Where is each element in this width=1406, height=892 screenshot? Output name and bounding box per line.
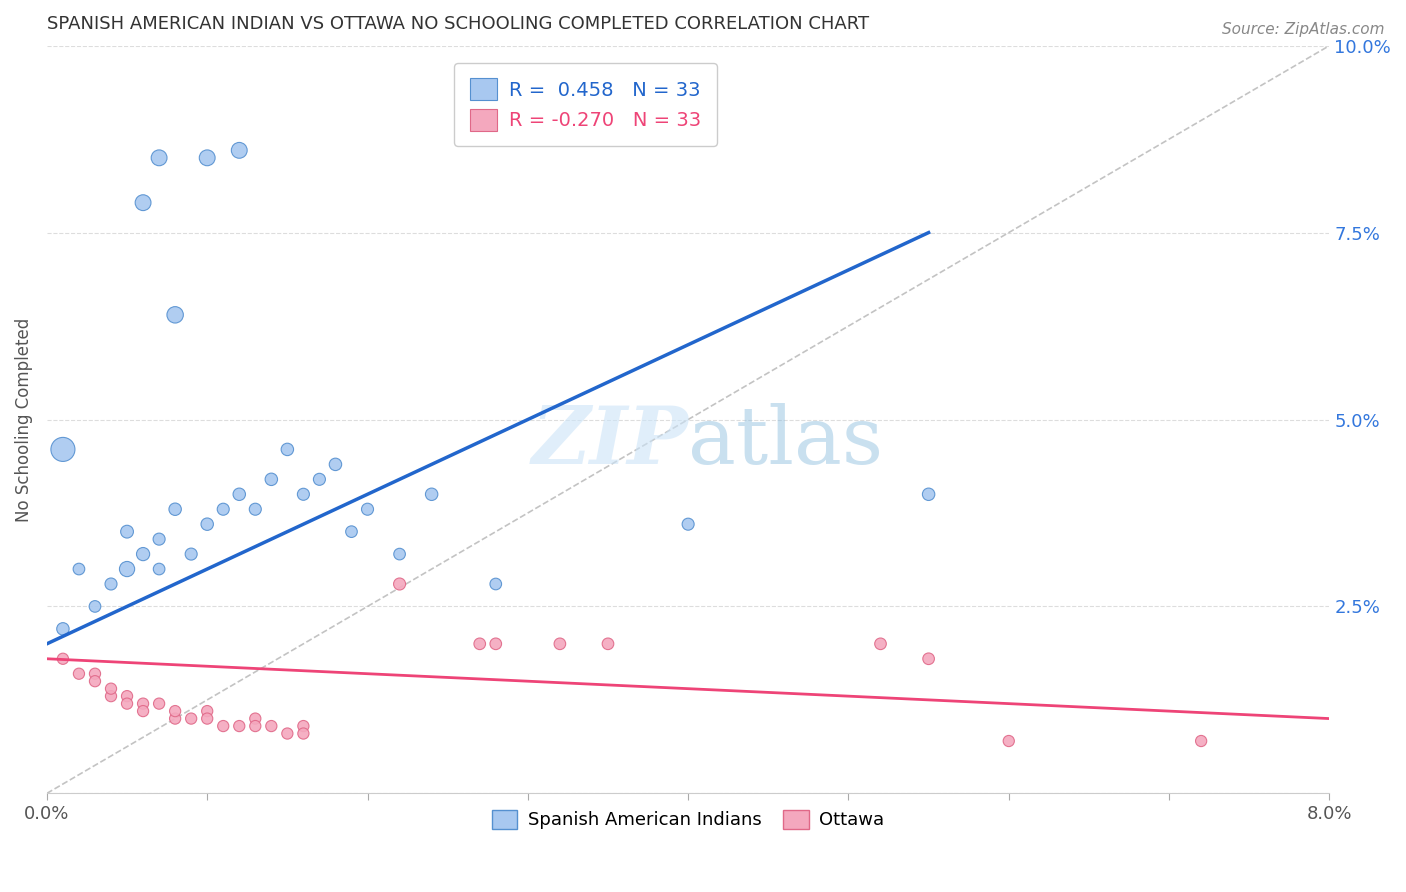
Point <box>340 524 363 539</box>
Text: Source: ZipAtlas.com: Source: ZipAtlas.com <box>1222 22 1385 37</box>
Point <box>67 666 90 681</box>
Point <box>195 151 218 165</box>
Point <box>132 547 155 561</box>
Point <box>292 719 315 733</box>
Point <box>165 308 187 322</box>
Point <box>84 666 107 681</box>
Y-axis label: No Schooling Completed: No Schooling Completed <box>15 318 32 522</box>
Point <box>212 502 235 516</box>
Point <box>52 442 75 457</box>
Text: ZIP: ZIP <box>531 403 688 481</box>
Point <box>165 704 187 718</box>
Point <box>869 637 891 651</box>
Point <box>228 719 250 733</box>
Point <box>1189 734 1212 748</box>
Point <box>260 472 283 486</box>
Point <box>245 712 267 726</box>
Point <box>100 577 122 591</box>
Point <box>195 704 218 718</box>
Point <box>292 487 315 501</box>
Point <box>388 577 411 591</box>
Point <box>180 712 202 726</box>
Point <box>100 689 122 703</box>
Point <box>84 599 107 614</box>
Point <box>84 674 107 689</box>
Point <box>420 487 443 501</box>
Point <box>52 622 75 636</box>
Point <box>308 472 330 486</box>
Point <box>195 517 218 532</box>
Point <box>292 726 315 740</box>
Point <box>388 547 411 561</box>
Point <box>917 652 939 666</box>
Text: atlas: atlas <box>688 403 883 481</box>
Point <box>676 517 699 532</box>
Point <box>52 652 75 666</box>
Legend: Spanish American Indians, Ottawa: Spanish American Indians, Ottawa <box>485 802 891 837</box>
Point <box>115 697 138 711</box>
Point <box>132 195 155 210</box>
Point <box>596 637 619 651</box>
Point <box>228 144 250 158</box>
Point <box>165 712 187 726</box>
Point <box>100 681 122 696</box>
Point <box>228 487 250 501</box>
Point <box>180 547 202 561</box>
Point <box>485 637 508 651</box>
Point <box>276 442 298 457</box>
Point <box>132 704 155 718</box>
Point <box>132 697 155 711</box>
Point <box>276 726 298 740</box>
Point <box>245 719 267 733</box>
Point <box>245 502 267 516</box>
Point <box>997 734 1019 748</box>
Point <box>148 697 170 711</box>
Point <box>115 562 138 576</box>
Point <box>67 562 90 576</box>
Point <box>325 458 347 472</box>
Point <box>356 502 378 516</box>
Point <box>212 719 235 733</box>
Point <box>148 151 170 165</box>
Point <box>260 719 283 733</box>
Text: SPANISH AMERICAN INDIAN VS OTTAWA NO SCHOOLING COMPLETED CORRELATION CHART: SPANISH AMERICAN INDIAN VS OTTAWA NO SCH… <box>46 15 869 33</box>
Point <box>115 689 138 703</box>
Point <box>195 712 218 726</box>
Point <box>148 532 170 546</box>
Point <box>548 637 571 651</box>
Point <box>115 524 138 539</box>
Point <box>165 502 187 516</box>
Point <box>917 487 939 501</box>
Point <box>468 637 491 651</box>
Point <box>485 577 508 591</box>
Point <box>148 562 170 576</box>
